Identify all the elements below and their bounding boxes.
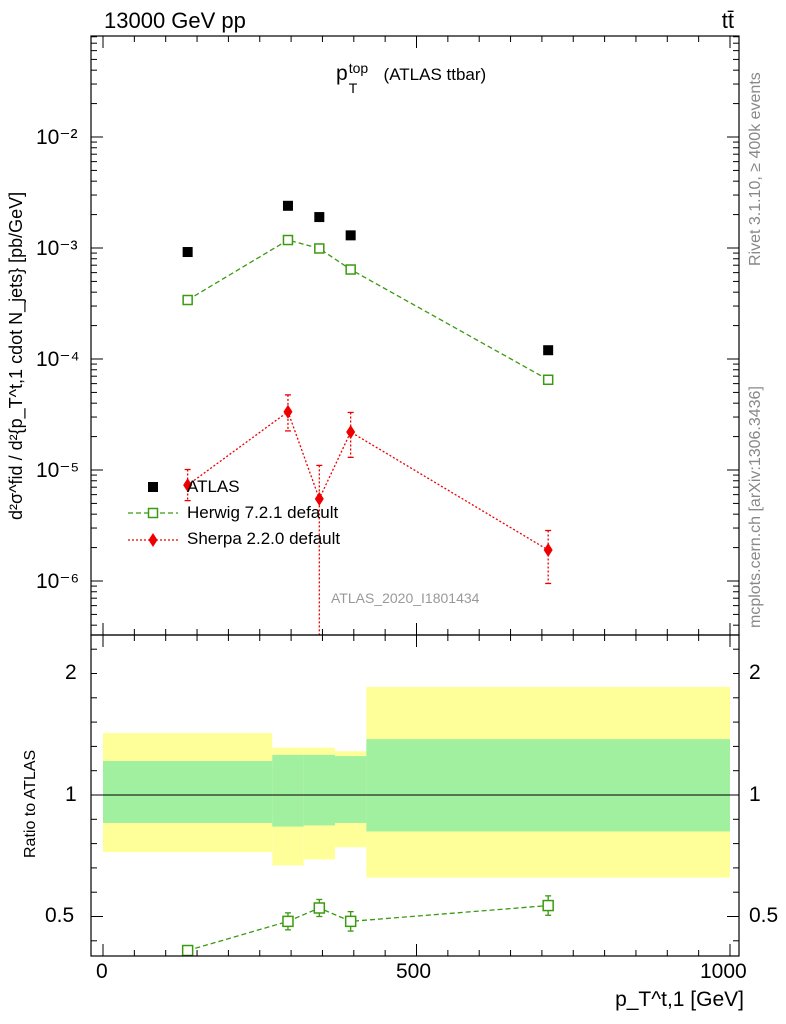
mcplots-label: mcplots.cern.ch [arXiv:1306.3436] — [747, 386, 764, 628]
ratio-uncertainty-bands — [103, 686, 730, 878]
legend-sherpa-marker — [148, 533, 158, 547]
ratio-tick-label-left-2: 0.5 — [45, 904, 75, 927]
atlas-point-0 — [182, 247, 193, 258]
atlas-point-1 — [282, 200, 293, 211]
rivet-label: Rivet 3.1.10, ≥ 400k events — [747, 72, 764, 266]
herwig-point-1 — [282, 234, 294, 246]
legend-atlas-marker — [148, 482, 158, 492]
main-tick-label-2: 10⁻⁴ — [36, 348, 80, 371]
legend-herwig-label: Herwig 7.2.1 default — [187, 503, 339, 522]
sherpa-point-1 — [283, 404, 293, 419]
atlas-point-3 — [345, 230, 356, 241]
ratio-herwig-point-2 — [313, 902, 326, 914]
title-main: p — [336, 62, 348, 85]
atlas-point-2 — [314, 212, 325, 223]
ratio-series-group — [181, 895, 554, 956]
ratio-tick-label-left-1: 1 — [65, 783, 77, 806]
herwig-point-2 — [314, 243, 325, 254]
legend-herwig-marker — [147, 507, 159, 519]
herwig-line — [187, 239, 549, 381]
legend-atlas-label: ATLAS — [187, 477, 240, 496]
herwig-point-0 — [182, 294, 193, 306]
ratio-tick-label-right-1: 1 — [749, 783, 761, 806]
y-axis-label-main: d²σ^fid / d²{p_T^t,1 cdot N_jets} [pb/Ge… — [6, 191, 26, 520]
main-series-group — [182, 200, 554, 635]
herwig-point-4 — [542, 374, 554, 386]
plot-title: p top T (ATLAS ttbar) — [336, 60, 487, 96]
legend-sherpa-label: Sherpa 2.2.0 default — [187, 529, 341, 548]
energy-label: 13000 GeV pp — [104, 8, 246, 33]
sherpa-point-4 — [543, 543, 553, 558]
legend-marks — [128, 482, 178, 547]
band-inner-0 — [103, 760, 273, 823]
ratio-herwig-point-1 — [282, 915, 294, 928]
title-sup: top — [348, 60, 369, 76]
band-inner-1 — [272, 754, 304, 827]
sherpa-point-0 — [183, 478, 193, 493]
sherpa-point-3 — [346, 424, 356, 439]
y-axis-label-ratio: Ratio to ATLAS — [22, 749, 39, 858]
main-tick-label-3: 10⁻⁵ — [36, 459, 80, 482]
ratio-herwig-line — [187, 904, 549, 952]
title-rest: (ATLAS ttbar) — [383, 65, 487, 84]
sherpa-point-2 — [314, 491, 324, 506]
main-tick-label-4: 10⁻⁶ — [36, 570, 80, 593]
x-tick-label-0: 0 — [96, 960, 108, 983]
ratio-frame — [90, 634, 740, 957]
band-inner-2 — [303, 754, 335, 826]
ratio-tick-label-left-0: 2 — [65, 661, 77, 684]
atlas-point-4 — [543, 345, 554, 356]
ratio-tick-label-right-0: 2 — [749, 661, 761, 684]
x-tick-label-1: 500 — [396, 960, 432, 983]
ratio-tick-label-right-2: 0.5 — [749, 904, 779, 927]
band-inner-4 — [366, 739, 730, 832]
analysis-label: ATLAS_2020_I1801434 — [331, 590, 480, 606]
herwig-point-3 — [345, 264, 356, 275]
x-tick-label-2: 1000 — [700, 960, 747, 983]
main-tick-label-0: 10⁻² — [36, 126, 78, 149]
process-label: tt̄ — [721, 8, 734, 33]
x-axis-label: p_T^t,1 [GeV] — [615, 988, 744, 1011]
axis-ticks — [91, 36, 739, 956]
main-tick-label-1: 10⁻³ — [36, 237, 78, 260]
title-sub: T — [348, 80, 358, 96]
ratio-herwig-point-4 — [542, 899, 554, 912]
band-inner-3 — [334, 756, 367, 823]
ratio-herwig-point-3 — [344, 915, 357, 928]
ratio-herwig-point-0 — [181, 944, 194, 956]
